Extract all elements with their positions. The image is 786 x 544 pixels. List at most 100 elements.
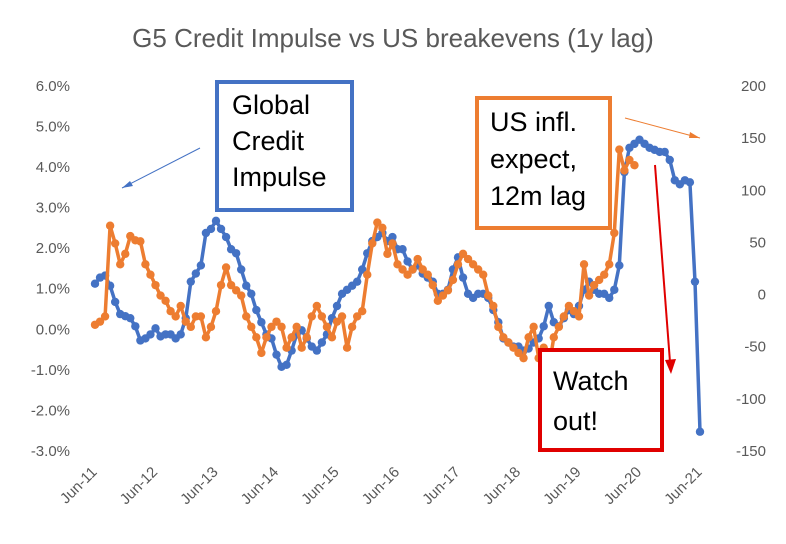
series-marker — [337, 312, 347, 321]
y-tick-label: 6.0% — [36, 78, 70, 95]
series-marker — [146, 330, 155, 339]
series-marker — [257, 318, 266, 327]
series-marker — [186, 277, 195, 286]
series-marker — [408, 265, 417, 274]
series-marker — [690, 277, 700, 286]
series-marker — [685, 178, 695, 187]
series-marker — [539, 322, 548, 331]
series-marker — [398, 245, 407, 254]
series-marker — [398, 265, 407, 274]
series-marker — [242, 312, 251, 321]
series-marker — [317, 338, 327, 347]
series-marker — [121, 249, 130, 259]
x-tick-label: Jun-19 — [540, 464, 584, 508]
series-marker — [282, 360, 291, 370]
y2-tick-label: 0 — [758, 287, 766, 304]
series-marker — [342, 343, 352, 352]
series-marker — [378, 223, 387, 232]
series-marker — [695, 427, 705, 436]
series-marker — [413, 254, 422, 264]
orange-arrow — [624, 117, 701, 139]
series-marker — [383, 249, 392, 259]
series-marker — [257, 348, 266, 358]
series-marker — [287, 333, 296, 342]
series-marker — [267, 322, 276, 332]
series-marker — [322, 322, 332, 332]
series-marker — [247, 289, 256, 299]
series-marker — [95, 317, 105, 326]
series-marker — [489, 301, 498, 311]
series-marker — [574, 312, 584, 321]
series-marker — [479, 270, 488, 279]
series-marker — [504, 338, 513, 347]
series-marker — [428, 280, 437, 290]
series-marker — [358, 307, 367, 316]
series-marker — [191, 269, 201, 278]
series-marker — [615, 261, 624, 270]
y2-tick-label: -100 — [736, 391, 766, 408]
annotation-text: Watch — [553, 366, 629, 396]
series-marker — [166, 307, 175, 316]
series-marker — [630, 161, 639, 170]
series-marker — [463, 254, 473, 264]
orange-arrow-head — [689, 132, 700, 138]
series-marker — [277, 322, 286, 332]
series-marker — [252, 305, 261, 315]
series-marker — [584, 291, 594, 300]
series-marker — [438, 291, 448, 300]
annotation-text: Global — [232, 90, 310, 120]
x-tick-label: Jun-12 — [117, 464, 161, 508]
series-marker — [509, 343, 518, 352]
series-marker — [403, 257, 412, 266]
series-marker — [206, 224, 216, 234]
y2-tick-label: 150 — [741, 130, 766, 147]
series-marker — [554, 322, 564, 332]
series-marker — [196, 261, 206, 270]
series-marker — [615, 145, 624, 154]
series-marker — [116, 260, 125, 269]
series-marker — [600, 270, 609, 279]
x-tick-label: Jun-11 — [57, 464, 101, 508]
series-marker — [373, 218, 382, 227]
series-marker — [226, 280, 236, 290]
series-marker — [312, 301, 322, 311]
x-tick-label: Jun-20 — [601, 464, 645, 508]
series-marker — [186, 322, 195, 332]
series-marker — [176, 301, 185, 311]
series-marker — [352, 312, 362, 321]
series-marker — [665, 155, 674, 165]
x-tick-label: Jun-13 — [177, 464, 221, 508]
series-marker — [201, 333, 211, 342]
x-tick-label: Jun-17 — [419, 464, 463, 508]
series-marker — [453, 260, 463, 269]
x-tick-label: Jun-18 — [480, 464, 524, 508]
series-marker — [237, 265, 246, 274]
series-marker — [221, 263, 231, 272]
annotation-text: Credit — [232, 126, 305, 156]
series-marker — [332, 301, 342, 311]
series-marker — [327, 333, 337, 342]
series-marker — [216, 280, 226, 290]
series-marker — [564, 301, 574, 311]
series-marker — [579, 260, 589, 269]
arrows — [121, 117, 701, 189]
y2-tick-label: -150 — [736, 443, 766, 460]
series-marker — [569, 307, 579, 316]
y2-tick-label: 200 — [741, 78, 766, 95]
series-marker — [610, 285, 619, 294]
y-tick-label: 1.0% — [36, 281, 70, 298]
annotation-text: out! — [553, 406, 598, 436]
series-marker — [433, 296, 443, 305]
red-arrow — [654, 164, 671, 363]
x-tick-label: Jun-16 — [359, 464, 403, 508]
series-marker — [559, 312, 569, 321]
y-tick-label: 4.0% — [36, 159, 70, 176]
series-marker — [473, 265, 483, 274]
series-marker — [282, 343, 291, 352]
y2-tick-label: 100 — [741, 182, 766, 199]
series-marker — [206, 322, 216, 332]
series-marker — [549, 333, 558, 342]
series-marker — [388, 232, 397, 242]
series-marker — [529, 322, 538, 332]
